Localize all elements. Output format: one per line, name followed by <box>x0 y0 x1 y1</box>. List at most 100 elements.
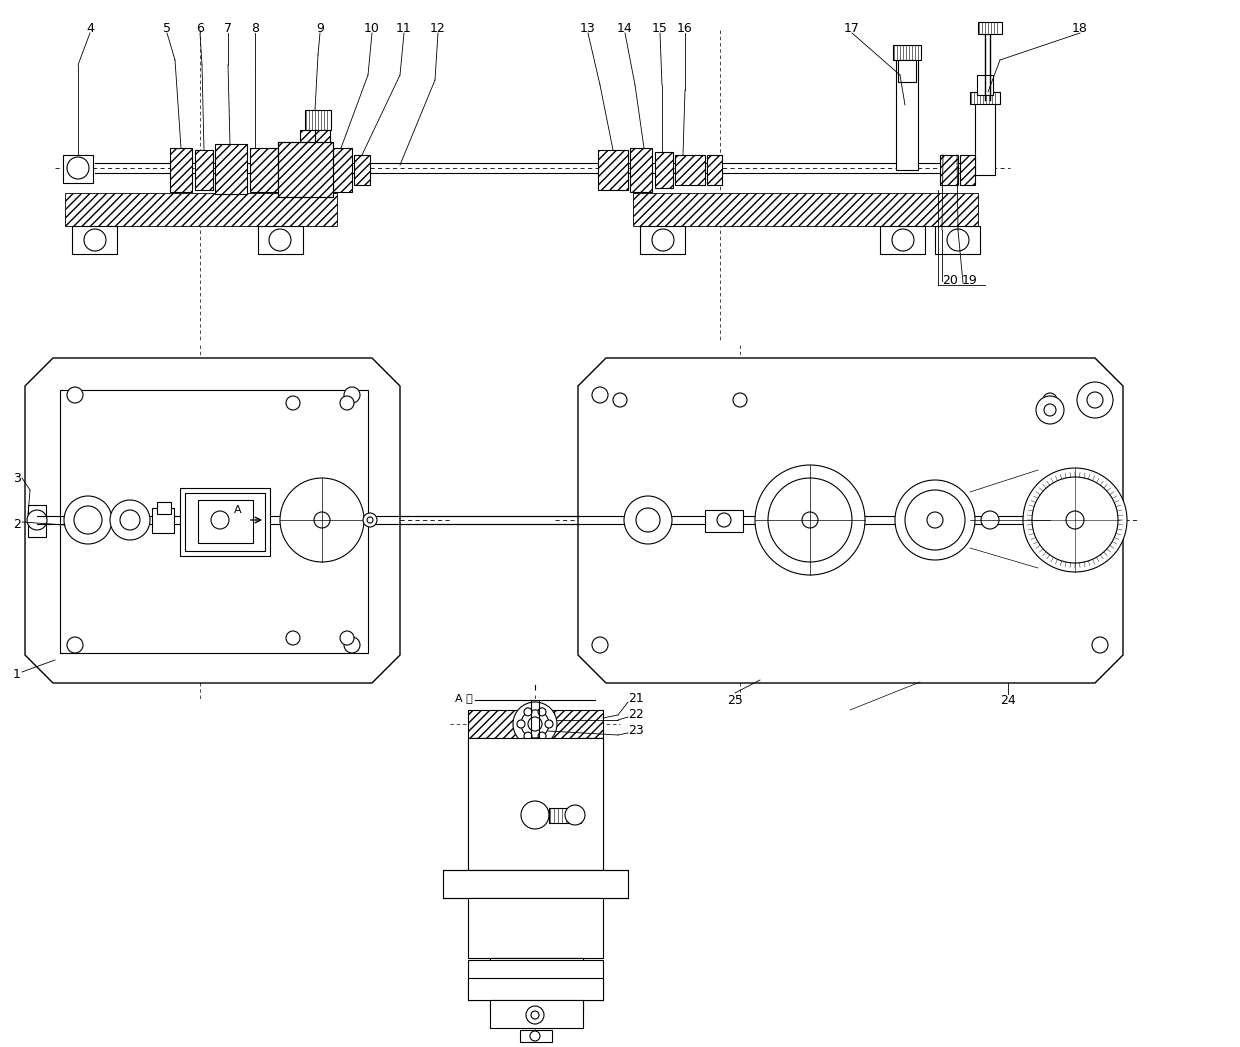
Text: 12: 12 <box>430 22 446 35</box>
Polygon shape <box>578 358 1123 683</box>
Circle shape <box>1032 477 1118 563</box>
Bar <box>935 226 980 254</box>
Circle shape <box>211 511 229 529</box>
Polygon shape <box>25 358 401 683</box>
Bar <box>215 144 247 194</box>
Text: 25: 25 <box>727 693 743 707</box>
Bar <box>180 488 270 556</box>
Circle shape <box>286 631 300 645</box>
Circle shape <box>531 1011 539 1019</box>
Bar <box>157 502 171 514</box>
Circle shape <box>340 631 353 645</box>
Circle shape <box>768 478 852 562</box>
Circle shape <box>269 229 291 251</box>
Bar <box>278 142 334 197</box>
Circle shape <box>525 708 532 716</box>
Bar <box>640 226 684 254</box>
Circle shape <box>521 710 549 738</box>
Circle shape <box>538 732 546 740</box>
Text: 16: 16 <box>677 22 693 35</box>
Bar <box>467 710 603 738</box>
Circle shape <box>895 480 975 560</box>
Bar <box>632 193 978 226</box>
Circle shape <box>343 637 360 653</box>
Circle shape <box>981 511 999 529</box>
Circle shape <box>280 478 365 562</box>
Circle shape <box>636 508 660 532</box>
Circle shape <box>717 513 732 527</box>
Circle shape <box>1092 387 1109 403</box>
Bar <box>467 738 603 870</box>
Bar <box>970 92 999 104</box>
Circle shape <box>1044 404 1056 416</box>
Circle shape <box>1078 382 1114 418</box>
Circle shape <box>624 496 672 544</box>
Circle shape <box>591 387 608 403</box>
Circle shape <box>1035 396 1064 424</box>
Text: 3: 3 <box>14 471 21 485</box>
Circle shape <box>67 157 89 179</box>
Bar <box>60 389 368 653</box>
Text: 17: 17 <box>844 22 859 35</box>
Circle shape <box>733 393 746 407</box>
Text: 14: 14 <box>618 22 632 35</box>
Bar <box>250 148 278 192</box>
Bar <box>198 500 253 543</box>
Text: 24: 24 <box>1001 693 1016 707</box>
Bar <box>353 155 370 185</box>
Bar <box>305 110 331 130</box>
Circle shape <box>343 387 360 403</box>
Circle shape <box>526 1006 544 1024</box>
Bar <box>490 958 583 1013</box>
Bar <box>898 60 916 82</box>
Bar <box>153 508 174 533</box>
Bar <box>706 510 743 532</box>
Circle shape <box>525 732 532 740</box>
Circle shape <box>517 720 525 728</box>
Bar <box>520 1030 552 1042</box>
Bar <box>72 226 117 254</box>
Bar <box>278 142 334 197</box>
Circle shape <box>67 387 83 403</box>
Text: 23: 23 <box>627 723 644 736</box>
Circle shape <box>892 229 914 251</box>
Circle shape <box>802 512 818 528</box>
Circle shape <box>565 805 585 825</box>
Bar <box>467 710 603 738</box>
Circle shape <box>529 1031 539 1041</box>
Circle shape <box>546 720 553 728</box>
Text: A 剖: A 剖 <box>455 693 472 703</box>
Circle shape <box>27 510 47 530</box>
Bar <box>443 870 627 898</box>
Text: 10: 10 <box>365 22 379 35</box>
Bar <box>940 155 959 185</box>
Bar <box>977 75 993 95</box>
Bar <box>549 808 582 823</box>
Circle shape <box>1087 392 1104 408</box>
Circle shape <box>652 229 675 251</box>
Bar <box>300 130 330 152</box>
Text: 18: 18 <box>1073 22 1087 35</box>
Circle shape <box>755 465 866 575</box>
Circle shape <box>538 708 546 716</box>
Bar <box>170 148 192 192</box>
Circle shape <box>84 229 105 251</box>
Text: 6: 6 <box>196 22 203 35</box>
Text: 11: 11 <box>396 22 412 35</box>
Text: 15: 15 <box>652 22 668 35</box>
Bar <box>467 898 603 958</box>
Text: 9: 9 <box>316 22 324 35</box>
Bar <box>64 193 337 226</box>
Circle shape <box>67 637 83 653</box>
Bar <box>63 155 93 183</box>
Text: 13: 13 <box>580 22 596 35</box>
Bar <box>630 148 652 192</box>
Circle shape <box>528 717 542 731</box>
Text: 5: 5 <box>162 22 171 35</box>
Circle shape <box>1023 468 1127 572</box>
Text: 19: 19 <box>962 273 978 287</box>
Bar <box>675 155 706 185</box>
Bar <box>582 738 603 868</box>
Circle shape <box>314 512 330 528</box>
Bar <box>880 226 925 254</box>
